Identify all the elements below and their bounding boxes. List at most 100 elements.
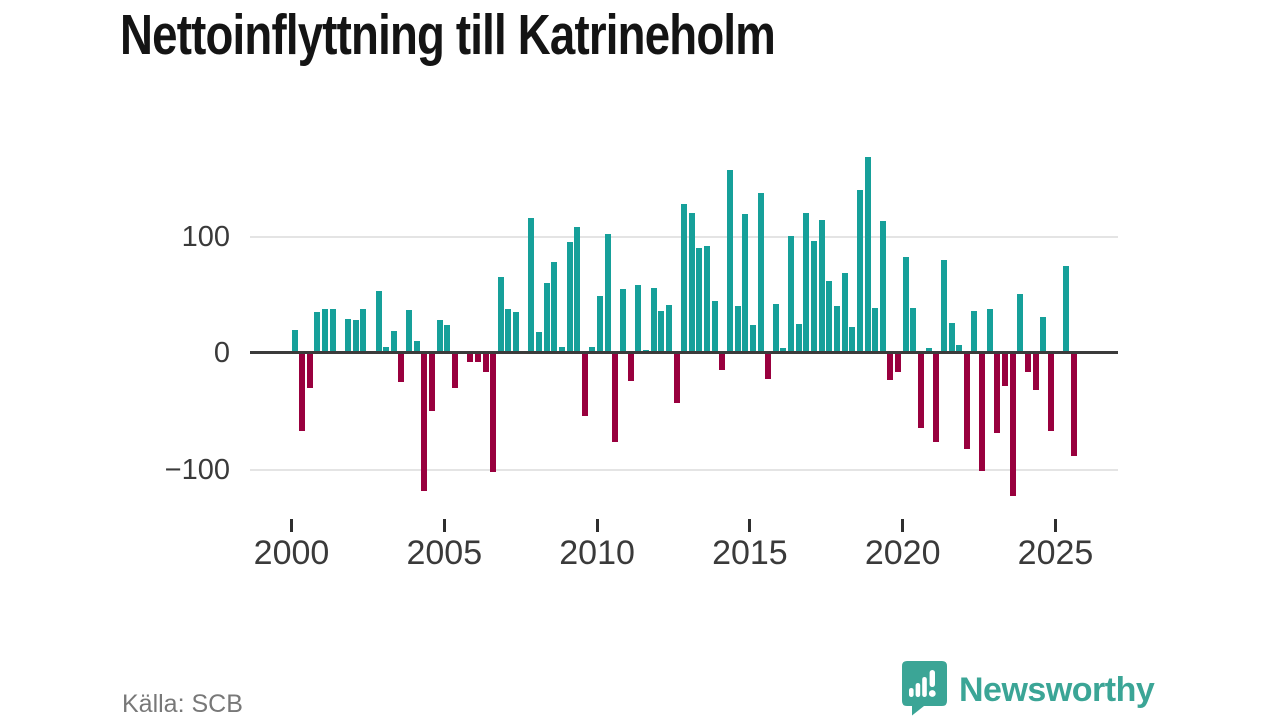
bar <box>1047 353 1054 432</box>
bar <box>963 353 970 449</box>
y-tick-label-100: 100 <box>181 221 230 253</box>
bar <box>902 257 909 353</box>
bar <box>788 236 795 353</box>
newsworthy-logo: Newsworthy <box>901 660 1155 720</box>
bar <box>528 217 535 353</box>
bar <box>421 353 428 491</box>
bar <box>803 213 810 353</box>
bar <box>696 248 703 353</box>
bar <box>948 322 955 353</box>
bar <box>314 312 321 353</box>
x-tick-mark <box>442 519 446 532</box>
bar <box>612 353 619 442</box>
bar <box>558 347 565 353</box>
bar <box>665 305 672 353</box>
bar <box>986 308 993 353</box>
bar <box>589 347 596 353</box>
bar <box>398 353 405 383</box>
x-tick-mark <box>290 519 293 532</box>
bar <box>490 353 497 472</box>
bar <box>474 353 481 363</box>
bar <box>864 157 871 353</box>
x-tick-mark <box>595 519 599 532</box>
x-tick-mark <box>748 519 752 532</box>
bar <box>513 312 520 353</box>
bar <box>620 288 627 353</box>
bar <box>818 220 825 353</box>
bar <box>344 319 351 353</box>
x-tick-label: 2000 <box>253 534 330 572</box>
bar <box>444 325 451 353</box>
zero-axis-line <box>250 351 1118 354</box>
bar <box>1024 353 1031 372</box>
bar <box>406 309 413 353</box>
bar <box>872 307 879 353</box>
bar <box>604 234 611 353</box>
bar <box>933 353 940 442</box>
bar <box>795 323 802 353</box>
bar <box>887 353 894 380</box>
gridline-minus-100 <box>250 469 1118 471</box>
bar <box>329 308 336 353</box>
bar <box>352 320 359 353</box>
bar <box>940 259 947 353</box>
chart-title: Nettoinflyttning till Katrineholm <box>120 3 776 67</box>
bar <box>375 291 382 353</box>
bar <box>1017 293 1024 353</box>
bar <box>734 306 741 353</box>
x-tick-mark <box>901 519 905 532</box>
x-tick-mark <box>1054 519 1057 532</box>
bar <box>436 320 443 353</box>
bar <box>482 353 489 372</box>
bar <box>765 353 772 379</box>
bar <box>849 327 856 353</box>
bar <box>704 245 711 353</box>
bar <box>1070 353 1077 456</box>
bar <box>650 287 657 353</box>
bar <box>581 353 588 416</box>
x-tick-label: 2025 <box>1017 534 1094 572</box>
bar <box>673 353 680 404</box>
bar <box>566 242 573 353</box>
newsworthy-icon <box>901 660 948 720</box>
bar <box>925 348 932 353</box>
bar <box>833 306 840 353</box>
bar <box>505 308 512 353</box>
bar <box>383 347 390 353</box>
bar <box>780 348 787 353</box>
bar <box>910 307 917 353</box>
bar <box>1002 353 1009 386</box>
bar <box>322 308 329 353</box>
bar <box>856 189 863 353</box>
bar <box>879 221 886 353</box>
bar <box>688 213 695 353</box>
bar <box>1032 353 1039 391</box>
bar <box>574 227 581 353</box>
bar <box>635 285 642 353</box>
bar <box>451 353 458 388</box>
bar <box>757 193 764 353</box>
bar <box>826 280 833 353</box>
bar <box>1063 265 1070 353</box>
bar <box>1009 353 1016 497</box>
bar <box>956 344 963 353</box>
y-tick-label-0: 0 <box>213 337 230 369</box>
bar <box>841 272 848 353</box>
bar <box>917 353 924 428</box>
bar <box>749 325 756 353</box>
bar <box>658 311 665 353</box>
x-tick-label: 2010 <box>559 534 635 572</box>
x-tick-label: 2020 <box>864 534 941 572</box>
bar <box>413 341 420 353</box>
bar <box>390 330 397 353</box>
bar <box>497 277 504 353</box>
bar <box>291 329 298 353</box>
bar <box>306 353 313 388</box>
bar <box>719 353 726 371</box>
bar <box>551 262 558 353</box>
bar <box>299 353 306 432</box>
bar <box>535 332 542 353</box>
bar <box>429 353 436 412</box>
source-label: Källa: SCB <box>122 690 243 718</box>
